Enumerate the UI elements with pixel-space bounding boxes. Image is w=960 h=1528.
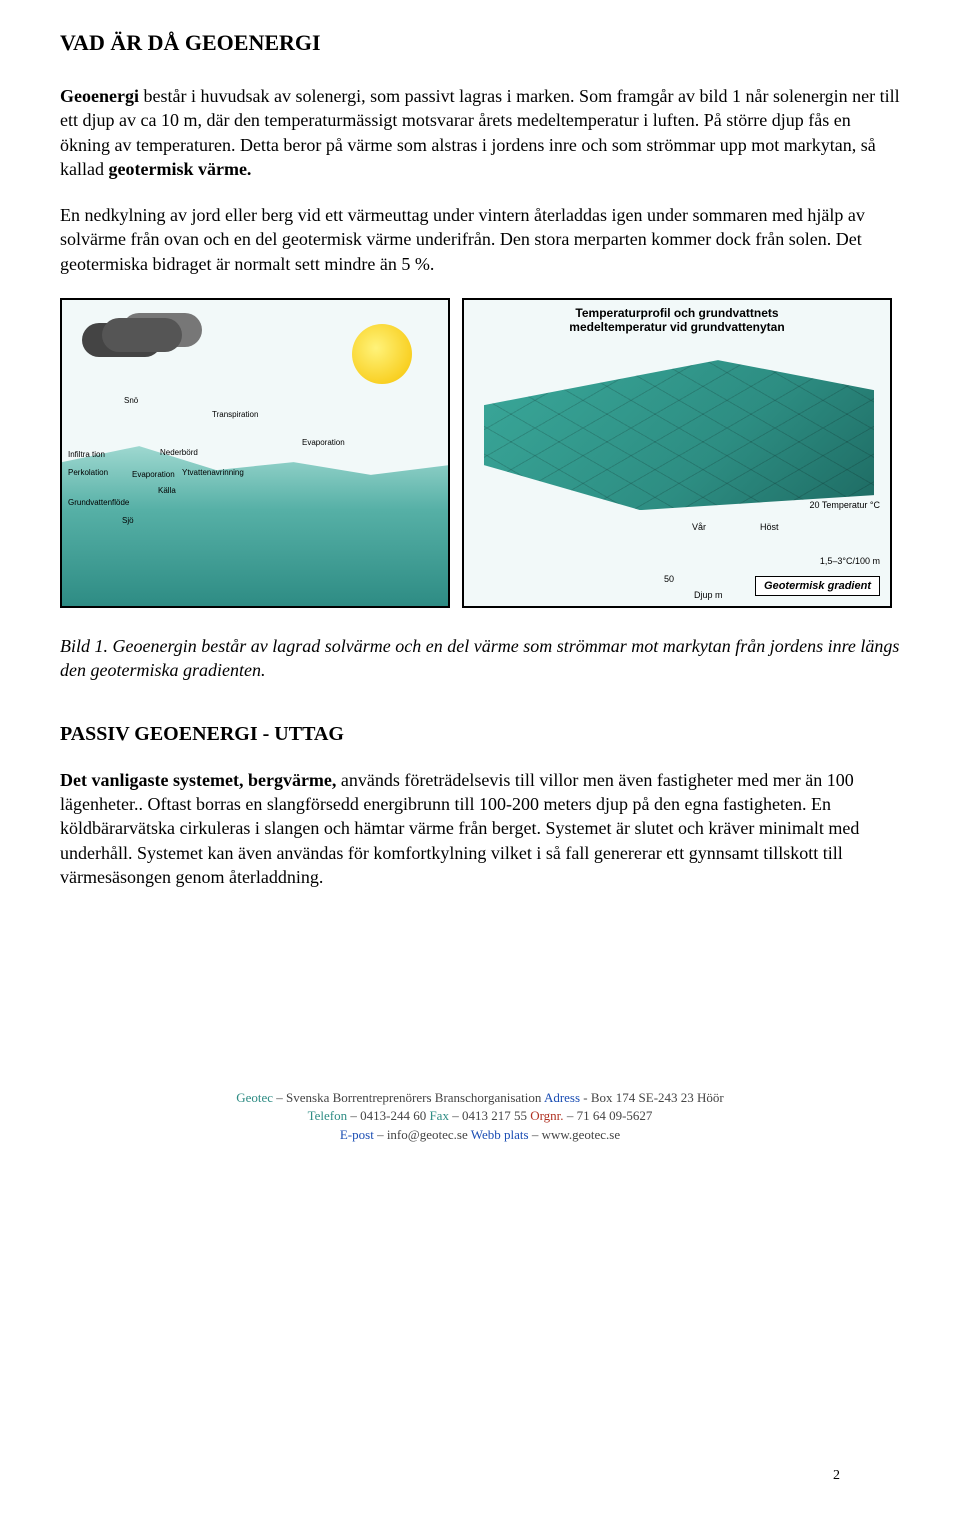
sun-icon xyxy=(352,324,412,384)
fig-right-title-l1: Temperaturprofil och grundvattnets xyxy=(464,306,890,320)
label-perkolation: Perkolation xyxy=(68,468,108,477)
footer-fax-label: Fax xyxy=(429,1108,449,1123)
footer-orgnr: – 71 64 09-5627 xyxy=(564,1108,653,1123)
label-infiltration: Infiltra tion xyxy=(68,450,105,459)
grid-overlay xyxy=(484,360,874,510)
season-var: Vår xyxy=(692,522,706,532)
paragraph-2: En nedkylning av jord eller berg vid ett… xyxy=(60,203,900,276)
terrain-block xyxy=(484,360,874,510)
figure-caption: Bild 1. Geoenergin består av lagrad solv… xyxy=(60,634,900,683)
footer-adress: - Box 174 SE-243 23 Höör xyxy=(580,1090,724,1105)
para1-term: geotermisk värme. xyxy=(108,159,251,179)
page-title: VAD ÄR DÅ GEOENERGI xyxy=(60,30,900,56)
footer-orgnr-label: Orgnr. xyxy=(530,1108,563,1123)
label-grundvatten: Grundvattenflöde xyxy=(68,498,129,507)
footer-epost-label: E-post xyxy=(340,1127,374,1142)
para1-lead: Geoenergi xyxy=(60,86,139,106)
label-kalla: Källa xyxy=(158,486,176,495)
label-evap1: Evaporation xyxy=(132,470,175,479)
footer-tel-label: Telefon xyxy=(308,1108,348,1123)
figure-row: Snö Transpiration Nederbörd Infiltra tio… xyxy=(60,298,900,608)
paragraph-1: Geoenergi består i huvudsak av solenergi… xyxy=(60,84,900,181)
geotermisk-gradient-tag: Geotermisk gradient xyxy=(755,576,880,596)
label-sjo: Sjö xyxy=(122,516,134,525)
footer-fax: – 0413 217 55 xyxy=(449,1108,530,1123)
figure-right-temp-profile: Temperaturprofil och grundvattnets medel… xyxy=(462,298,892,608)
label-sno: Snö xyxy=(124,396,138,405)
axis-y-label: Djup m xyxy=(694,590,723,600)
footer-adress-label: Adress xyxy=(544,1090,580,1105)
depth-50: 50 xyxy=(664,574,674,584)
terrain-shape xyxy=(62,446,448,606)
label-ytvatten: Ytvattenavrinning xyxy=(182,468,244,477)
footer-tel: – 0413-244 60 xyxy=(347,1108,429,1123)
footer-epost: – info@geotec.se xyxy=(374,1127,471,1142)
footer-webb-label: Webb plats xyxy=(471,1127,529,1142)
label-evap2: Evaporation xyxy=(302,438,345,447)
para3-lead: Det vanligaste systemet, bergvärme, xyxy=(60,770,336,790)
axis-x-label: 20 Temperatur °C xyxy=(810,500,880,510)
season-host: Höst xyxy=(760,522,779,532)
label-nederbord: Nederbörd xyxy=(160,448,198,457)
fig-right-title: Temperaturprofil och grundvattnets medel… xyxy=(464,306,890,335)
fig-right-title-l2: medeltemperatur vid grundvattenytan xyxy=(464,320,890,334)
gradient-value: 1,5–3°C/100 m xyxy=(820,556,880,566)
footer-org1: Geotec xyxy=(236,1090,273,1105)
cloud-icon xyxy=(102,318,182,352)
section-heading-2: PASSIV GEOENERGI - UTTAG xyxy=(60,723,900,746)
paragraph-3: Det vanligaste systemet, bergvärme, anvä… xyxy=(60,768,900,889)
footer-webb: – www.geotec.se xyxy=(529,1127,621,1142)
page-number: 2 xyxy=(833,1468,840,1484)
label-transpiration: Transpiration xyxy=(212,410,258,419)
page-footer: Geotec – Svenska Borrentreprenörers Bran… xyxy=(60,1089,900,1144)
footer-org2: – Svenska Borrentreprenörers Branschorga… xyxy=(273,1090,544,1105)
figure-left-water-cycle: Snö Transpiration Nederbörd Infiltra tio… xyxy=(60,298,450,608)
